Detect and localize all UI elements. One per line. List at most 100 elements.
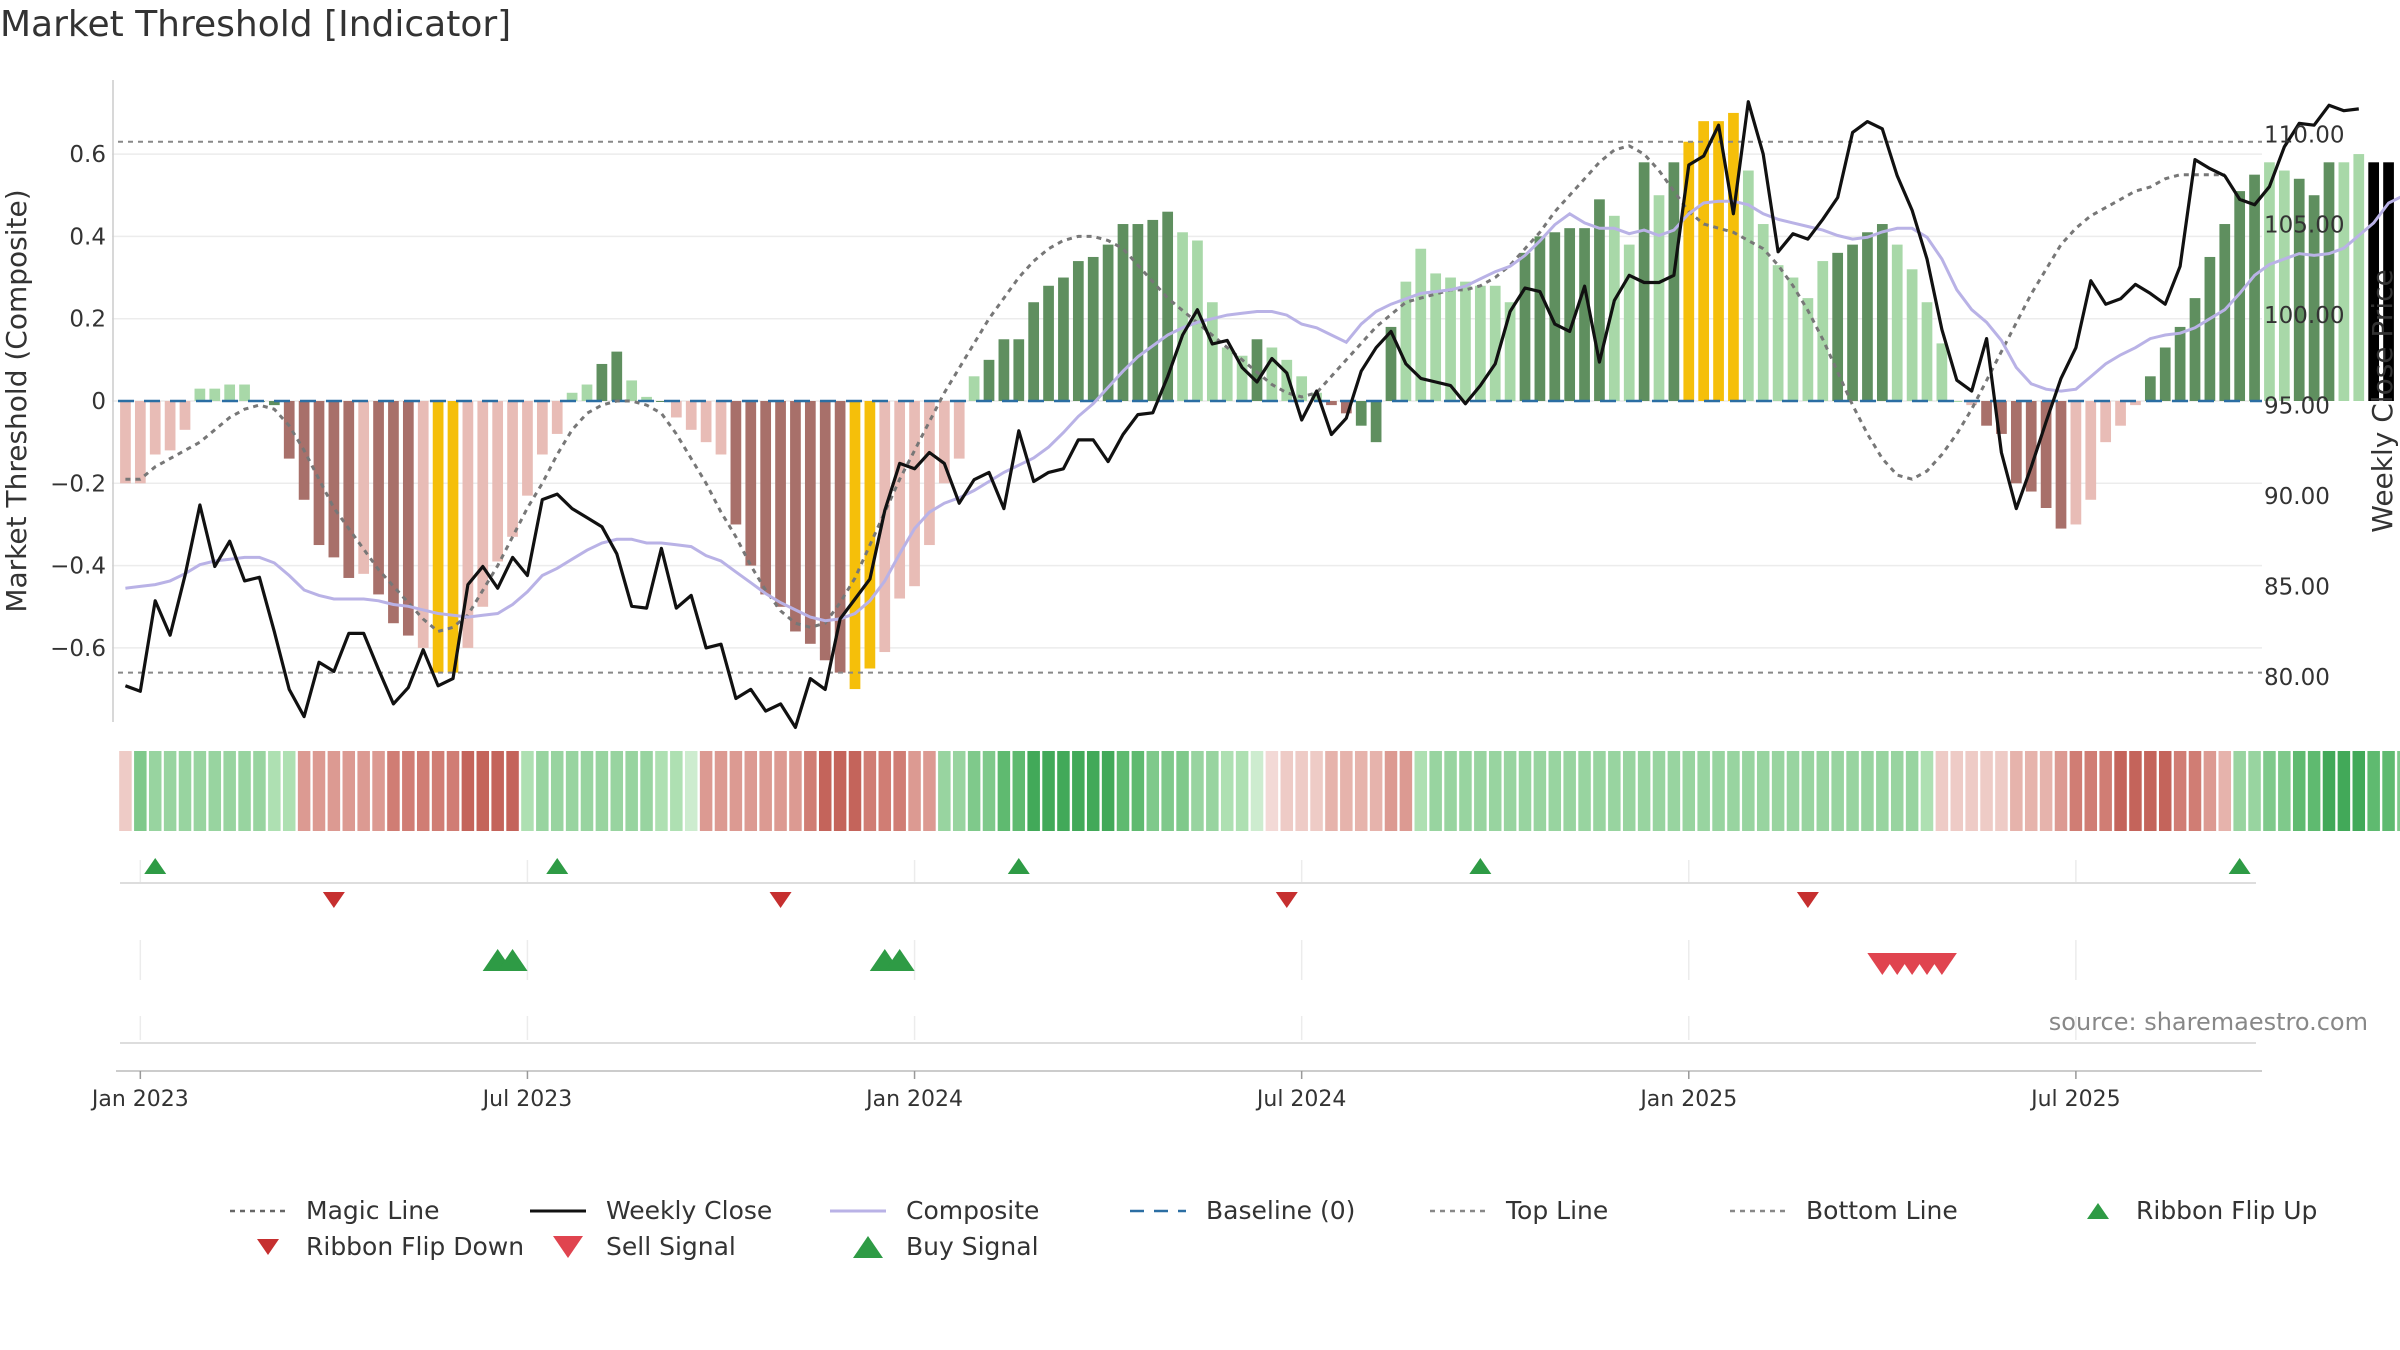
axes: 0.6 0.4 0.2 0 −0.2 −0.4 −0.6 110.00 105.00 100.00… — [0, 80, 2399, 722]
composite-bar — [1698, 121, 1710, 402]
composite-bar — [2055, 401, 2067, 529]
legend-swatch — [1130, 1209, 1186, 1212]
ribbon-cell — [2188, 751, 2202, 831]
composite-bar — [864, 401, 876, 669]
ribbon-cell — [1637, 751, 1651, 831]
ribbon-cell — [2322, 751, 2336, 831]
composite-bar — [909, 401, 920, 587]
composite-bar — [804, 401, 816, 644]
ribbon-cell — [1667, 751, 1681, 831]
composite-bar — [894, 401, 906, 599]
overlay-lines — [118, 100, 2400, 730]
ribbon-cell — [1533, 751, 1547, 831]
composite-bar — [2323, 162, 2335, 401]
composite-bar — [179, 401, 191, 430]
composite-bar — [1132, 224, 1144, 401]
composite-bar — [1787, 277, 1799, 401]
ribbon-cell — [1995, 751, 2008, 831]
legend-item: Buy Signal — [828, 1232, 1039, 1261]
composite-bar — [2308, 195, 2320, 401]
composite-bar — [492, 401, 504, 562]
composite-bar — [1906, 269, 1918, 401]
composite-bar — [417, 401, 429, 648]
composite-bar — [790, 401, 801, 632]
composite-bar — [1013, 339, 1025, 401]
ribbon-cell — [1131, 751, 1145, 831]
composite-bar — [402, 401, 414, 636]
composite-bar — [1400, 281, 1412, 401]
ribbon-cell — [2039, 751, 2053, 831]
ribbon-cell — [1593, 751, 1606, 831]
ribbon-cell — [2233, 751, 2246, 831]
ribbon-cell — [1474, 751, 1487, 831]
legend-swatch — [230, 1209, 286, 1212]
composite-bar — [1028, 302, 1040, 401]
ribbon-cell — [461, 751, 475, 831]
ribbon-cell — [2114, 751, 2127, 831]
ribbon-cell — [2397, 751, 2400, 831]
composite-bar — [2338, 162, 2350, 401]
ribbon-cell — [789, 751, 802, 831]
ribbon-cell — [1176, 751, 1189, 831]
composite-bar — [998, 339, 1010, 401]
composite-bar — [1370, 401, 1382, 443]
ribbon-flip-up-marker — [1007, 858, 1030, 874]
ribbon-cell — [2084, 751, 2098, 831]
ribbon-cell — [1727, 751, 1740, 831]
ribbon-cell — [1012, 751, 1026, 831]
legend-label: Magic Line — [306, 1196, 440, 1225]
composite-bar — [819, 401, 831, 661]
composite-bar — [134, 401, 146, 484]
composite-bar — [1847, 244, 1858, 401]
composite-bar — [373, 401, 384, 595]
ribbon-cell — [312, 751, 326, 831]
ribbon-cell — [1325, 751, 1338, 831]
ribbon-cell — [1712, 751, 1725, 831]
right-axis-label: Weekly Close Price — [2366, 269, 2399, 532]
ribbon-cell — [208, 751, 222, 831]
ribbon-cell — [2158, 751, 2172, 831]
composite-bar — [2219, 224, 2231, 401]
ribbon-cell — [1042, 751, 1055, 831]
ribbon-cell — [1905, 751, 1919, 831]
composite-bar — [1996, 401, 2007, 434]
composite-bar — [2115, 401, 2126, 426]
composite-bar — [2040, 401, 2052, 508]
composite-bar — [1623, 244, 1635, 401]
composite-bar — [596, 363, 608, 401]
ribbon-cell — [238, 751, 251, 831]
ribbon-flip-up-marker — [1469, 858, 1492, 874]
ribbon-cell — [759, 751, 772, 831]
composite-bar — [983, 359, 995, 401]
right-tick-label: 95.00 — [2264, 394, 2330, 420]
ribbon-cell — [744, 751, 758, 831]
left-tick-label: −0.2 — [50, 471, 106, 497]
composite-bars — [120, 112, 2394, 690]
composite-bar — [1460, 281, 1471, 401]
ribbon-cell — [1235, 751, 1249, 831]
composite-bar — [1757, 224, 1769, 401]
ribbon-cell — [1965, 751, 1978, 831]
ribbon-cell — [1429, 751, 1442, 831]
ribbon-flip-down-marker — [322, 892, 345, 908]
ribbon-flip-up-marker — [144, 858, 167, 874]
legend-swatch — [530, 1209, 586, 1212]
ribbon-cell — [2010, 751, 2023, 831]
left-tick-label: −0.4 — [50, 554, 106, 580]
ribbon-cell — [729, 751, 743, 831]
composite-bar — [1102, 244, 1114, 401]
ribbon-cell — [1503, 751, 1517, 831]
ribbon-cell — [2099, 751, 2112, 831]
ribbon-cell — [684, 751, 698, 831]
chart-title: Market Threshold [Indicator] — [0, 4, 512, 45]
magic-line — [125, 144, 2225, 634]
ribbon-cell — [670, 751, 683, 831]
ribbon-cell — [1876, 751, 1889, 831]
ribbon-cell — [833, 751, 847, 831]
ribbon-cell — [119, 751, 132, 831]
composite-bar — [2174, 326, 2186, 401]
composite-bar — [1326, 401, 1337, 406]
composite-bar — [313, 401, 325, 546]
composite-bar — [2204, 256, 2216, 401]
legend-swatch — [1430, 1209, 1486, 1212]
